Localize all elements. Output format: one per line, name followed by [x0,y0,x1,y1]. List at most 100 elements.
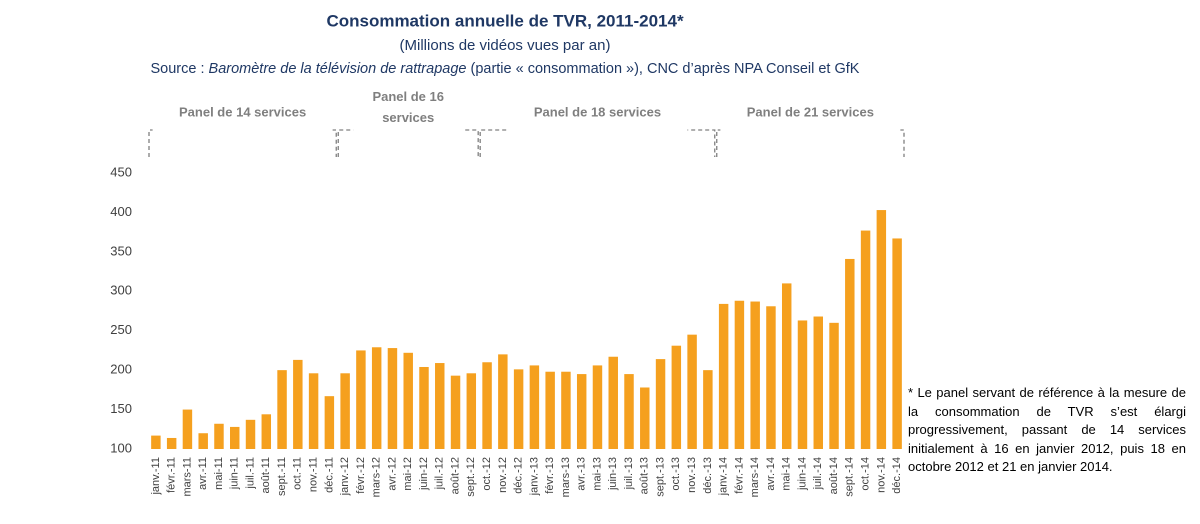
x-tick-label: juin-12 [418,457,430,491]
bar [797,320,808,449]
x-tick-label: déc.-12 [513,457,525,494]
bar [245,419,256,449]
bar [261,414,272,449]
bar [419,366,429,449]
x-tick-label: août-14 [828,457,840,494]
x-tick-label: juin-14 [796,457,808,491]
bar [860,230,871,449]
bar [734,300,745,449]
source: Source : Baromètre de la télévision de r… [151,61,860,77]
x-tick-label: déc.-13 [702,457,714,494]
bar [687,334,697,449]
x-tick-label: mai-14 [781,457,793,491]
x-tick-label: mars-12 [371,457,383,497]
x-tick-label: mai-13 [591,457,603,491]
x-tick-label: juin-11 [229,457,241,490]
bar [403,352,413,449]
x-tick-label: nov.-13 [686,457,698,493]
panel-label-bg [720,122,901,136]
footnote: * Le panel servant de référence à la mes… [908,385,1186,474]
x-tick-label: mai-11 [213,457,225,490]
x-tick-label: oct.-14 [859,457,871,491]
x-tick-label: févr.-12 [355,457,367,494]
x-tick-label: mars-11 [181,457,193,497]
source-part: Baromètre de la télévision de rattrapage [209,61,467,77]
chart-subtitle: (Millions de vidéos vues par an) [400,37,611,54]
bar [545,371,555,449]
panel-label-bg [152,122,333,136]
chart-title: Consommation annuelle de TVR, 2011-2014* [326,11,684,30]
source-part: (partie « consommation »), CNC d’après N… [466,61,859,77]
bar [608,356,618,449]
bar [277,370,287,449]
bar [876,210,887,449]
x-tick-label: déc.-14 [891,457,903,494]
x-tick-label: nov.-14 [875,457,887,493]
bar [624,374,634,449]
bar [230,426,240,449]
y-tick-label: 300 [110,283,132,298]
x-tick-label: mars-14 [749,457,761,497]
panel-box [479,129,716,157]
x-tick-label: août-13 [639,457,651,494]
panel-label: Panel de 21 services [747,104,874,119]
bar [829,322,839,449]
bar [356,350,366,449]
x-tick-label: févr.-11 [166,457,178,493]
bar [466,373,477,449]
panel-label: Panel de 16 services [372,89,444,125]
x-tick-label: juil.-12 [434,457,446,490]
y-tick-label: 100 [110,440,132,455]
x-tick-label: sept.-14 [844,457,856,497]
bar [561,371,571,449]
bar [671,345,682,449]
x-tick-label: oct.-12 [481,457,493,491]
x-tick-label: sept.-13 [654,457,666,497]
y-tick-label: 150 [110,401,132,416]
x-tick-label: déc.-11 [323,457,335,493]
bar [718,303,729,449]
x-tick-label: févr.-13 [544,457,556,494]
bar [640,387,650,449]
bar [293,359,303,449]
x-tick-label: juin-13 [607,457,619,491]
bar [845,258,855,449]
x-tick-label: nov.-11 [308,457,320,492]
x-tick-label: juil.-11 [244,457,256,490]
panel-label: Panel de 18 services [534,104,661,119]
bar [371,347,382,449]
x-tick-label: nov.-12 [497,457,509,493]
y-tick-label: 450 [110,164,132,179]
x-tick-label: janv.-13 [528,457,540,496]
x-tick-label: avr.-13 [576,457,588,491]
bar [340,373,350,449]
x-tick-label: janv.-14 [718,457,730,496]
panel-label-bg [353,126,464,134]
bar [198,433,208,449]
bar [151,435,161,449]
bar [576,374,587,449]
bar [308,373,319,449]
x-tick-label: juil.-14 [812,457,824,490]
x-tick-label: avr.-14 [765,457,777,491]
bar [592,365,603,449]
x-tick-label: mai-12 [402,457,414,491]
x-tick-label: mars-13 [560,457,572,497]
bar [482,362,492,449]
y-tick-label: 200 [110,362,132,377]
panel-label-line: services [382,110,434,125]
bar [324,396,335,449]
bar [513,369,524,449]
panel-label-bg [507,122,688,136]
panel-label: Panel de 14 services [179,104,306,119]
bar [498,354,508,449]
x-tick-label: févr.-14 [733,457,745,494]
panel-box [337,129,479,157]
bar [387,348,398,449]
bar [450,375,461,449]
bar [182,409,193,449]
x-tick-label: janv.-11 [150,457,162,496]
x-tick-label: avr.-12 [386,457,398,491]
